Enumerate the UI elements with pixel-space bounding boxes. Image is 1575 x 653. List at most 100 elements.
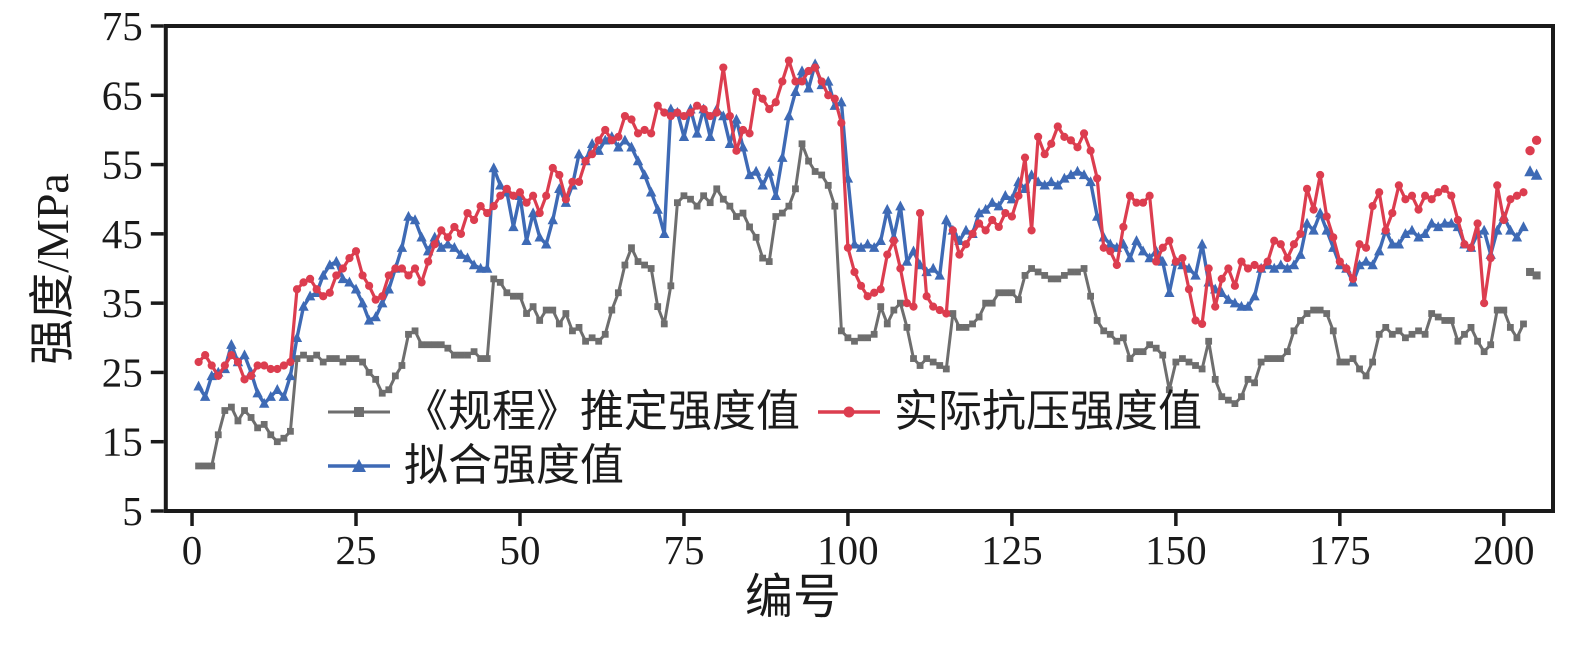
square-marker (1310, 306, 1318, 314)
circle-marker (915, 208, 925, 218)
square-marker (1165, 386, 1173, 394)
triangle-marker (1360, 255, 1372, 266)
circle-marker (1453, 215, 1462, 225)
triangle-marker (377, 297, 388, 308)
circle-marker (214, 371, 223, 380)
circle-marker (220, 361, 229, 370)
triangle-marker (1131, 235, 1142, 245)
square-marker (1001, 289, 1009, 297)
circle-marker (292, 285, 302, 294)
triangle-marker (403, 210, 414, 221)
square-marker (916, 362, 924, 369)
circle-marker (1224, 264, 1233, 273)
square-marker (1323, 310, 1331, 317)
circle-marker (594, 136, 603, 145)
square-marker (306, 355, 314, 362)
triangle-marker (436, 242, 447, 252)
square-marker (1074, 268, 1081, 276)
triangle-marker (823, 75, 834, 86)
circle-marker (778, 77, 787, 86)
circle-marker (325, 288, 334, 297)
triangle-marker (993, 200, 1004, 211)
circle-marker (1263, 257, 1272, 266)
triangle-marker (527, 207, 539, 218)
triangle-marker (1314, 207, 1326, 218)
triangle-marker (521, 235, 532, 245)
square-marker (280, 434, 288, 442)
triangle-marker (278, 390, 290, 401)
square-marker (575, 323, 583, 331)
triangle-marker (1406, 224, 1418, 235)
triangle-marker (1518, 221, 1529, 232)
square-marker (1441, 317, 1449, 324)
circle-marker (988, 215, 997, 225)
circle-marker (1421, 191, 1430, 200)
circle-marker (581, 157, 590, 166)
square-marker (405, 330, 412, 338)
triangle-marker (1196, 238, 1208, 249)
circle-marker (1322, 212, 1331, 221)
circle-marker (732, 146, 741, 155)
y-tick-label: 65 (102, 72, 143, 118)
triangle-marker (350, 283, 362, 294)
square-marker (1434, 313, 1442, 321)
circle-marker (633, 129, 643, 138)
triangle-marker (757, 179, 768, 190)
circle-marker (1466, 243, 1476, 252)
circle-marker (417, 278, 426, 287)
legend-label-fitted: 拟合强度值 (404, 441, 624, 490)
circle-marker (1342, 264, 1351, 273)
square-marker (457, 351, 465, 359)
square-marker (765, 258, 773, 265)
triangle-marker (1505, 224, 1516, 235)
circle-marker (233, 357, 243, 367)
circle-marker (1309, 205, 1318, 214)
circle-marker (830, 94, 839, 103)
circle-marker (1473, 219, 1482, 228)
triangle-marker (1478, 224, 1490, 235)
square-marker (247, 414, 255, 421)
circle-marker (738, 125, 748, 135)
square-marker (549, 306, 557, 314)
square-marker (1218, 393, 1226, 401)
triangle-marker (337, 273, 349, 284)
square-marker (1408, 330, 1416, 338)
circle-marker (1027, 226, 1036, 235)
circle-marker (1427, 195, 1436, 204)
circle-marker (1506, 195, 1515, 204)
triangle-marker (1367, 259, 1378, 270)
y-tick-label: 45 (102, 211, 143, 257)
triangle-marker (941, 214, 952, 225)
circle-marker (797, 77, 807, 86)
triangle-marker (462, 252, 473, 263)
legend-item-actual: 实际抗压强度值 (816, 386, 1202, 438)
circle-marker (351, 247, 361, 256)
square-marker (1008, 289, 1016, 297)
square-marker (1290, 327, 1298, 335)
square-marker (267, 431, 275, 439)
circle-marker (1276, 240, 1285, 249)
circle-marker (489, 202, 498, 211)
circle-marker (1237, 257, 1246, 266)
circle-marker (1066, 136, 1076, 145)
triangle-marker (409, 214, 421, 225)
square-marker (542, 306, 550, 314)
circle-marker (791, 77, 800, 86)
triangle-marker (593, 145, 604, 155)
circle-marker (1158, 243, 1167, 252)
triangle-marker (724, 138, 736, 148)
square-marker (772, 213, 780, 220)
square-marker (444, 344, 452, 352)
triangle-marker (291, 332, 303, 342)
triangle-marker (1157, 255, 1168, 266)
circle-marker (955, 250, 964, 259)
triangle-marker (1433, 221, 1444, 232)
triangle-marker (796, 65, 808, 76)
triangle-marker (193, 380, 204, 391)
square-marker (503, 289, 511, 297)
circle-marker (1257, 264, 1266, 273)
square-marker (673, 199, 681, 207)
x-tick-label: 0 (182, 527, 203, 573)
square-marker (601, 330, 609, 338)
circle-marker (430, 240, 439, 249)
